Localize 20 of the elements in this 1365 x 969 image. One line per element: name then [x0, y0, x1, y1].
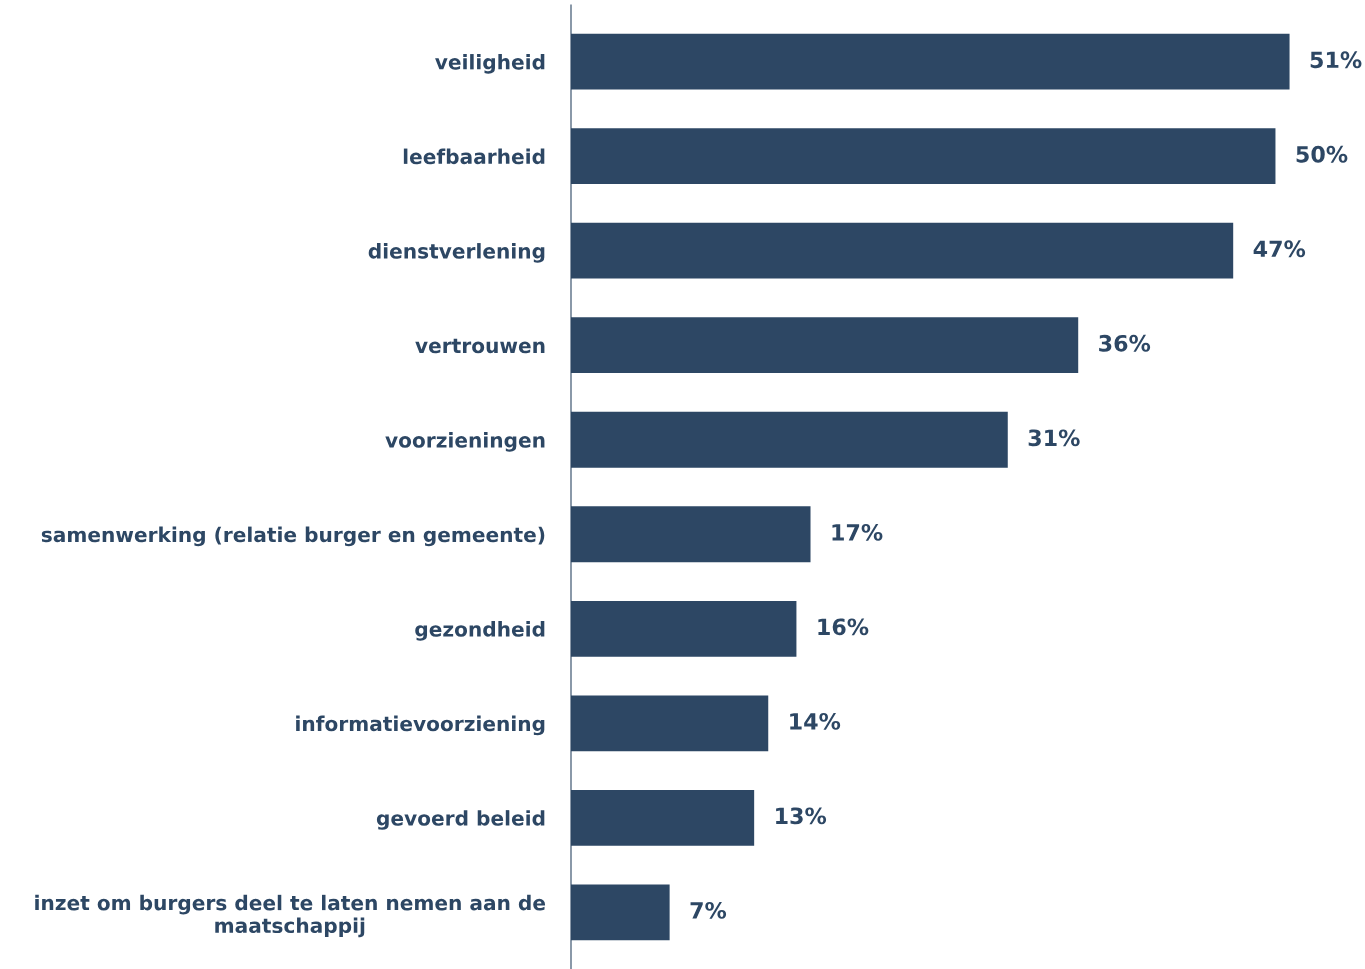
y-tick-label: samenwerking (relatie burger en gemeente) [41, 526, 545, 547]
y-tick-label: gevoerd beleid [376, 810, 545, 830]
y-tick-label: gezondheid [415, 621, 545, 641]
y-tick-label: vertrouwen [415, 338, 545, 354]
data-label: 7% [690, 901, 727, 919]
data-label: 50% [1296, 145, 1348, 163]
y-tick-label: leefbaarheid [403, 148, 545, 165]
y-tick-label: dienstverlening [368, 243, 545, 263]
y-tick-label: voorzieningen [385, 432, 545, 452]
y-tick-label: inzet om burgers deel te laten nemen aan de maatschappij [35, 894, 546, 938]
data-label: 17% [832, 523, 883, 541]
data-label: 14% [790, 712, 841, 730]
y-tick-label: informatievoorziening [296, 715, 545, 736]
data-label: 51% [1310, 51, 1362, 69]
data-label: 47% [1253, 240, 1306, 258]
data-label: 31% [1028, 429, 1080, 447]
data-label: 13% [776, 807, 827, 825]
data-label: 36% [1099, 334, 1151, 352]
data-label: 16% [818, 618, 869, 636]
y-tick-label: veiligheid [435, 54, 545, 74]
